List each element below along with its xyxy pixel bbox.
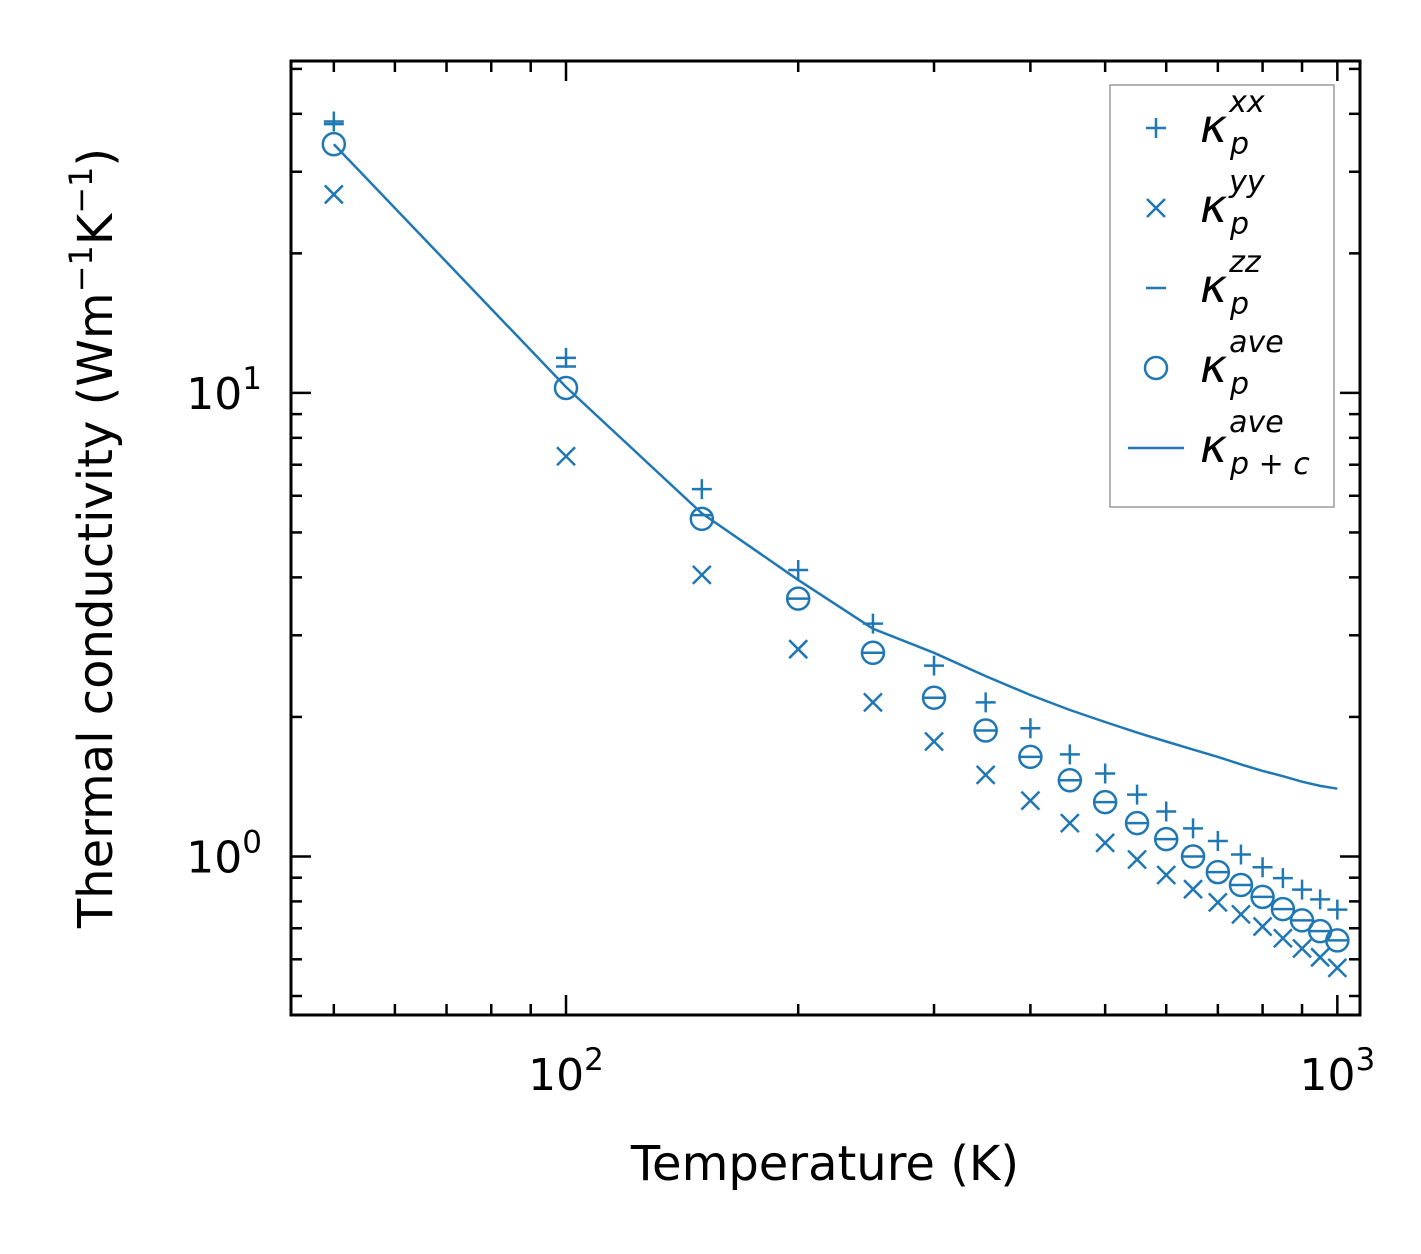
point-kappa_p_yy (1327, 957, 1348, 978)
point-kappa_p_ave (689, 506, 715, 532)
series-kappa_p_ave (321, 131, 1350, 953)
point-kappa_p_xx (323, 111, 344, 132)
legend-box (1109, 84, 1335, 508)
point-kappa_p_ave (921, 685, 947, 710)
point-kappa_p_yy (975, 764, 996, 785)
point-kappa_p_yy (788, 639, 809, 660)
legend-entry-4: κave p (1143, 325, 1284, 402)
legend-label: κave p (1200, 325, 1284, 402)
point-kappa_p_ave (785, 586, 811, 611)
y-axis-title-exp1: −1 (62, 245, 100, 292)
point-kappa_p_ave (1250, 884, 1275, 910)
point-kappa_p_ave (973, 718, 998, 743)
point-kappa_p_yy (556, 446, 576, 467)
point-kappa_p_ave (1289, 908, 1315, 933)
legend-entry-2: κyy p (1146, 165, 1266, 242)
point-kappa_p_ave (1270, 896, 1296, 922)
series-kappa_p_yy (323, 184, 1348, 978)
point-kappa_p_yy (1095, 832, 1116, 853)
point-kappa_p_ave (1153, 826, 1179, 852)
y-axis-title: Thermal conductivity (Wm−1K−1) (62, 148, 124, 929)
point-kappa_p_yy (924, 731, 944, 752)
point-kappa_p_yy (323, 184, 344, 205)
point-kappa_p_xx (691, 479, 712, 500)
x-tick-label: 102 (528, 1042, 604, 1101)
point-kappa_p_xx (1272, 868, 1293, 889)
point-kappa_p_xx (1095, 763, 1116, 784)
y-axis-title-close: ) (68, 148, 124, 167)
point-kappa_p_ave (1092, 789, 1118, 815)
point-kappa_p_xx (1020, 718, 1041, 739)
legend-label: κzz p (1200, 245, 1262, 322)
point-kappa_p_yy (1231, 904, 1251, 925)
point-kappa_p_xx (1292, 879, 1313, 900)
x-axis-title: Temperature (K) (630, 1136, 1019, 1192)
y-axis-title-main: Thermal conductivity (Wm (68, 292, 124, 929)
y-axis-title-mid: K (68, 212, 124, 245)
point-kappa_p_xx (1310, 889, 1331, 910)
point-kappa_p_ave (860, 640, 886, 666)
point-kappa_p_yy (1207, 892, 1228, 913)
point-kappa_p_xx (1327, 899, 1348, 920)
legend-entry-3: κzz p (1146, 245, 1262, 322)
point-kappa_p_yy (1310, 947, 1331, 968)
point-kappa_p_yy (1252, 916, 1273, 937)
y-tick-label: 100 (186, 824, 262, 883)
legend-entry-5: κave p + c (1128, 405, 1310, 482)
point-kappa_p_ave (1205, 859, 1231, 885)
legend-label: κave p + c (1200, 405, 1310, 482)
point-kappa_p_ave (1228, 872, 1254, 898)
point-kappa_p_ave (1180, 844, 1206, 869)
series-layer (321, 111, 1350, 978)
point-kappa_p_xx (1183, 818, 1204, 839)
series-kappa_p_zz (323, 122, 1348, 942)
point-kappa_p_yy (1059, 813, 1080, 834)
legend-label: κyy p (1200, 165, 1266, 242)
point-kappa_p_xx (1156, 801, 1177, 822)
point-kappa_p_yy (1020, 790, 1041, 811)
point-kappa_p_xx (556, 347, 577, 368)
point-kappa_p_ave (321, 131, 347, 157)
point-kappa_p_yy (1273, 928, 1293, 949)
point-kappa_p_xx (1207, 830, 1228, 851)
point-kappa_p_xx (1230, 844, 1251, 865)
line-kappa_pc_ave (332, 143, 1338, 790)
x-tick-label: 103 (1299, 1042, 1375, 1101)
point-kappa_p_ave (1124, 810, 1150, 836)
point-kappa_p_xx (788, 559, 809, 580)
point-kappa_p_yy (863, 692, 883, 713)
point-kappa_p_xx (1252, 857, 1273, 878)
legend-entry-1: κxx p (1146, 85, 1265, 162)
plot-frame (289, 59, 1362, 1017)
legend-marker-symbol (1146, 198, 1166, 218)
point-kappa_p_xx (1059, 744, 1080, 765)
y-axis-title-exp2: −1 (62, 167, 100, 214)
point-kappa_p_ave (1018, 744, 1043, 770)
y-tick-label: 101 (186, 361, 262, 420)
point-kappa_p_xx (924, 655, 945, 676)
point-kappa_p_ave (553, 375, 579, 401)
tick-labels: 102 103 100 101 (186, 361, 1375, 1101)
point-kappa_p_ave (1325, 928, 1350, 953)
point-kappa_p_yy (1156, 865, 1177, 885)
point-kappa_p_yy (1127, 849, 1147, 870)
point-kappa_p_xx (975, 692, 996, 713)
point-kappa_p_yy (1292, 938, 1312, 959)
point-kappa_p_ave (1057, 768, 1083, 793)
point-kappa_p_yy (691, 564, 712, 585)
legend-label: κxx p (1200, 85, 1265, 162)
series-kappa_pc_ave (332, 143, 1338, 790)
series-kappa_p_xx (323, 111, 1348, 920)
point-kappa_p_yy (1183, 879, 1203, 900)
point-kappa_p_xx (1127, 784, 1148, 805)
legend-marker-symbol (1146, 118, 1166, 138)
legend-marker-symbol (1143, 355, 1169, 381)
ticks-layer (291, 61, 1360, 1015)
